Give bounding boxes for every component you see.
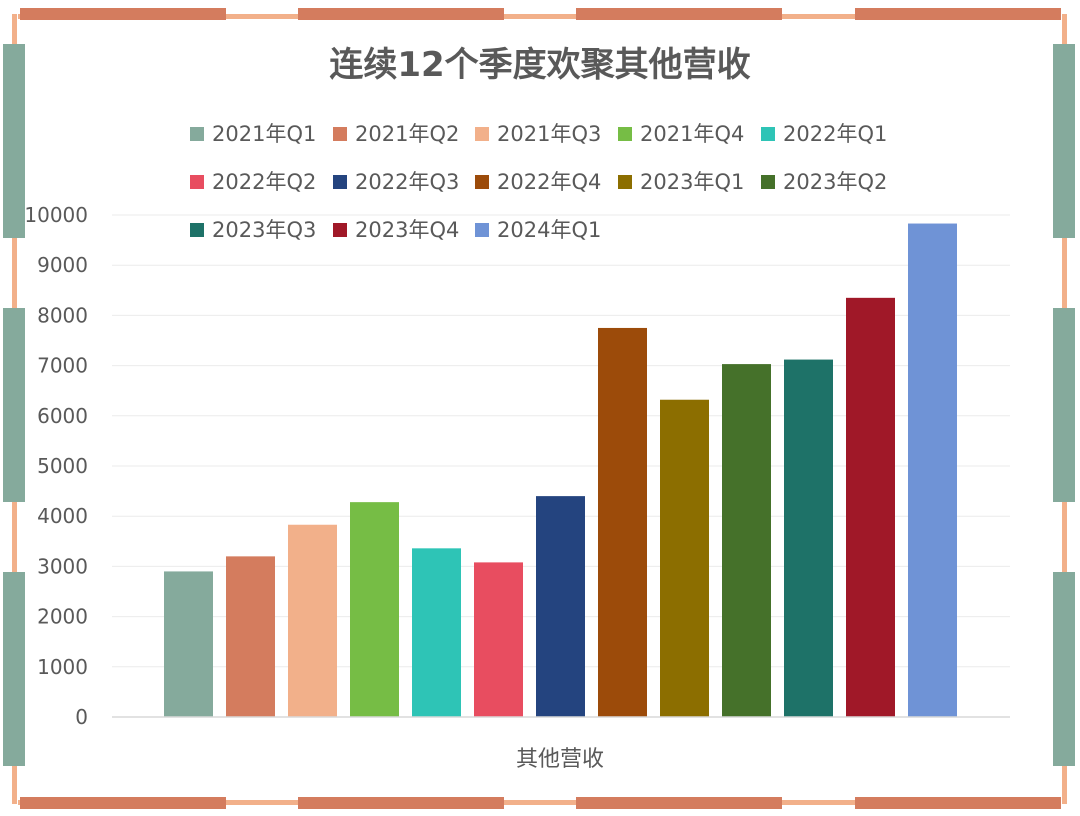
y-tick-label: 5000: [37, 454, 88, 478]
legend-swatch: [475, 175, 489, 189]
bar: [784, 359, 833, 717]
frame-bottom-segment: [298, 797, 504, 809]
legend-label: 2021年Q4: [640, 122, 744, 146]
bar: [412, 548, 461, 717]
legend-label: 2022年Q4: [497, 170, 601, 194]
frame-top-segment: [20, 8, 226, 20]
legend-swatch: [475, 127, 489, 141]
frame-top-segment: [576, 8, 782, 20]
bar: [536, 496, 585, 717]
legend-label: 2022年Q3: [355, 170, 459, 194]
frame-bottom-segment: [20, 797, 226, 809]
y-tick-label: 2000: [37, 605, 88, 629]
legend-swatch: [190, 223, 204, 237]
bar: [350, 502, 399, 717]
bar: [722, 364, 771, 717]
y-tick-label: 10000: [24, 203, 88, 227]
legend-swatch: [333, 127, 347, 141]
frame-top-line: [18, 14, 1060, 19]
legend: 2021年Q1 2021年Q2 2021年Q3 2021年Q4 2022年Q1 2022年…: [190, 122, 887, 242]
legend-label: 2022年Q1: [783, 122, 887, 146]
frame-right-segment: [1053, 44, 1075, 238]
x-category-label: 其他营收: [516, 747, 604, 772]
frame-left-segment: [3, 572, 25, 766]
bar: [598, 327, 647, 717]
bar: [846, 297, 895, 717]
bars: [164, 223, 957, 717]
frame-top-segment: [855, 8, 1061, 20]
legend-swatch: [761, 127, 775, 141]
legend-label: 2024年Q1: [497, 218, 601, 242]
y-tick-label: 8000: [37, 303, 88, 327]
y-tick-label: 6000: [37, 404, 88, 428]
y-tick-label: 1000: [37, 655, 88, 679]
legend-label: 2022年Q2: [212, 170, 316, 194]
legend-swatch: [618, 127, 632, 141]
y-tick-label: 9000: [37, 253, 88, 277]
frame-left-segment: [3, 308, 25, 502]
frame-top-segment: [298, 8, 504, 20]
legend-label: 2021年Q1: [212, 122, 316, 146]
frame-bottom-segment: [855, 797, 1061, 809]
bar: [474, 562, 523, 717]
legend-swatch: [333, 223, 347, 237]
legend-label: 2023年Q2: [783, 170, 887, 194]
y-tick-label: 0: [75, 705, 88, 729]
legend-swatch: [618, 175, 632, 189]
bar: [660, 399, 709, 717]
legend-swatch: [475, 223, 489, 237]
frame-right-segment: [1053, 572, 1075, 766]
frame-bottom-segment: [576, 797, 782, 809]
y-tick-label: 3000: [37, 554, 88, 578]
frame-left-segment: [3, 44, 25, 238]
frame-bottom-line: [18, 800, 1060, 805]
y-tick-label: 4000: [37, 504, 88, 528]
legend-label: 2023年Q1: [640, 170, 744, 194]
legend-label: 2021年Q3: [497, 122, 601, 146]
y-axis-ticks: 0 1000 2000 3000 4000 5000 6000 7000 8000 9000 100…: [24, 203, 88, 729]
chart-title: 连续12个季度欢聚其他营收: [329, 45, 750, 85]
legend-label: 2023年Q3: [212, 218, 316, 242]
bar: [164, 571, 213, 717]
bar: [288, 524, 337, 717]
legend-label: 2021年Q2: [355, 122, 459, 146]
legend-swatch: [190, 175, 204, 189]
bar: [226, 556, 275, 717]
legend-swatch: [333, 175, 347, 189]
legend-swatch: [190, 127, 204, 141]
legend-label: 2023年Q4: [355, 218, 459, 242]
legend-swatch: [761, 175, 775, 189]
frame-right-segment: [1053, 308, 1075, 502]
y-tick-label: 7000: [37, 354, 88, 378]
bar: [908, 223, 957, 717]
